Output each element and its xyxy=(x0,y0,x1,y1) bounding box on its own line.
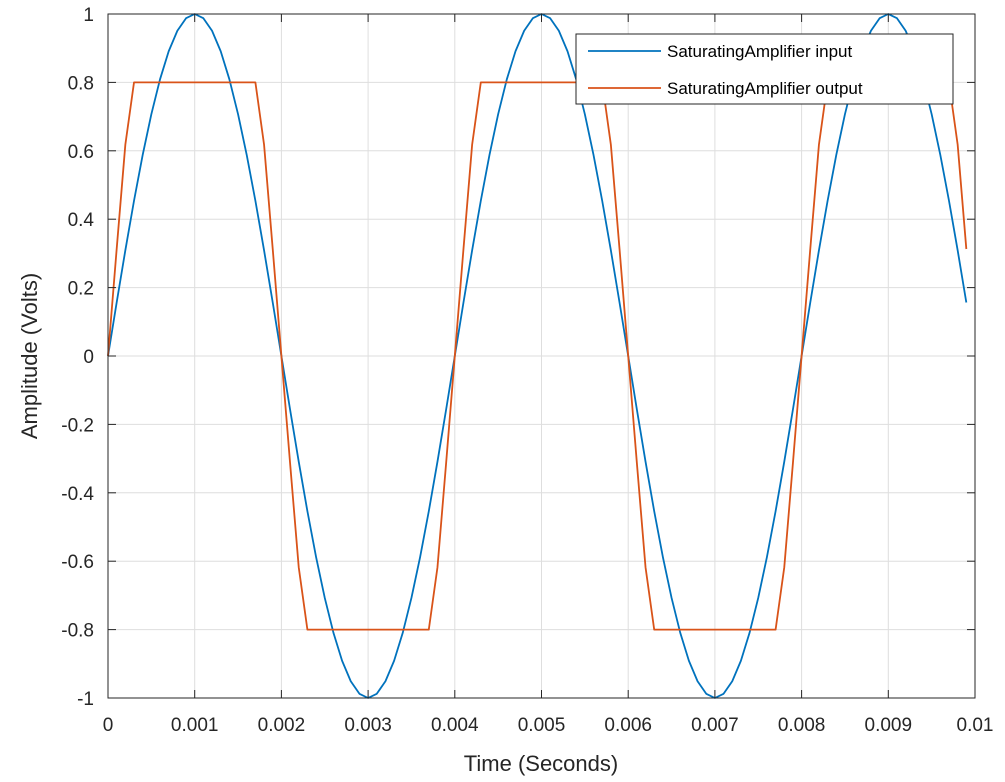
x-tick-label: 0.005 xyxy=(518,715,566,736)
x-tick-label: 0.008 xyxy=(778,715,826,736)
x-tick-label: 0.006 xyxy=(604,715,652,736)
legend-box xyxy=(575,33,954,105)
y-tick-label: 0.8 xyxy=(68,73,94,94)
x-tick-label: 0.004 xyxy=(431,715,479,736)
y-tick-label: -1 xyxy=(77,689,94,710)
x-tick-label: 0.009 xyxy=(865,715,913,736)
y-tick-label: -0.4 xyxy=(61,484,94,505)
legend-label-output: SaturatingAmplifier output xyxy=(667,79,863,98)
series-line-input xyxy=(107,13,968,699)
legend-label-input: SaturatingAmplifier input xyxy=(667,42,852,61)
x-axis-title: Time (Seconds) xyxy=(464,751,618,776)
y-tick-label: 0.6 xyxy=(68,142,94,163)
x-tick-label: 0.002 xyxy=(258,715,306,736)
y-tick-label: 0 xyxy=(83,347,94,368)
y-tick-label: 1 xyxy=(83,5,94,26)
x-tick-label: 0 xyxy=(103,715,114,736)
y-axis-title: Amplitude (Volts) xyxy=(17,273,42,439)
x-tick-label: 0.01 xyxy=(957,715,994,736)
x-axis-ticks: 0 0.001 0.002 0.003 0.004 0.005 0.006 0.007 0.00… xyxy=(103,14,994,736)
y-axis-ticks: -1 -0.8 -0.6 -0.4 -0.2 0 0.2 0.4 0.6 0.8 1 xyxy=(61,5,975,710)
y-tick-label: -0.8 xyxy=(61,621,94,642)
x-tick-label: 0.001 xyxy=(171,715,219,736)
legend: SaturatingAmplifier input SaturatingAmpl… xyxy=(575,33,954,105)
plot-area xyxy=(107,13,968,699)
y-tick-label: -0.2 xyxy=(61,415,94,436)
y-tick-label: 0.2 xyxy=(68,279,94,300)
y-tick-label: -0.6 xyxy=(61,552,94,573)
x-tick-label: 0.007 xyxy=(691,715,739,736)
x-tick-label: 0.003 xyxy=(344,715,392,736)
y-tick-label: 0.4 xyxy=(68,210,95,231)
series-line-output xyxy=(107,81,968,631)
